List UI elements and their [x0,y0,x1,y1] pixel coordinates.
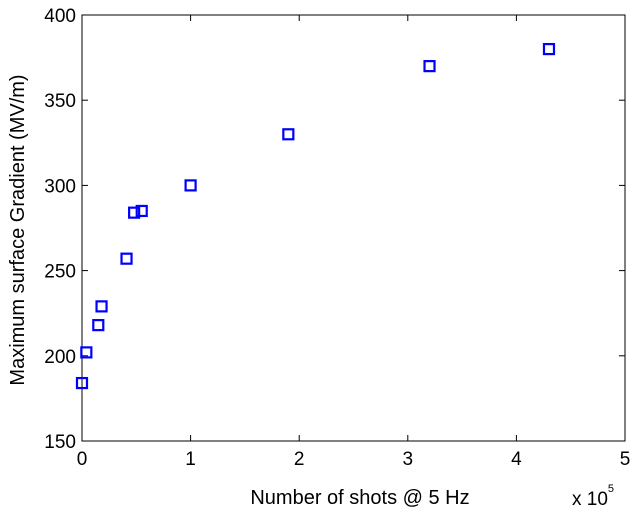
x-tick-label: 1 [185,449,196,470]
y-axis-label: Maximum surface Gradient (MV/m) [7,74,29,385]
tick-labels: 0 1 2 3 4 5 150 200 250 300 350 400 [44,6,630,470]
y-tick-label: 200 [44,347,76,368]
data-markers [75,42,556,390]
y-tick-label: 250 [44,262,76,283]
data-point [95,300,108,313]
x-axis-multiplier-exponent: 5 [608,483,614,495]
data-point [120,252,133,265]
y-tick-label: 400 [44,6,76,27]
data-point [184,179,197,192]
plot-area [81,14,626,442]
y-tick-label: 350 [44,91,76,112]
x-axis-multiplier-base: x 10 [572,489,608,508]
data-point [75,376,89,390]
plot-frame [81,14,626,442]
x-tick-label: 0 [77,449,88,470]
x-axis-label: Number of shots @ 5 Hz [250,487,469,508]
data-point [92,319,105,332]
x-tick-label: 2 [294,449,305,470]
data-point [135,204,148,218]
data-point [423,60,436,73]
data-point [542,42,556,56]
data-point [128,206,141,219]
axis-ticks [81,14,626,442]
x-tick-label: 5 [620,449,631,470]
y-tick-label: 300 [44,176,76,197]
x-axis-multiplier: x 105 [572,483,614,508]
x-tick-label: 3 [403,449,414,470]
data-point [282,128,295,141]
data-point [80,346,93,359]
x-tick-label: 4 [511,449,522,470]
y-tick-label: 150 [44,432,76,453]
